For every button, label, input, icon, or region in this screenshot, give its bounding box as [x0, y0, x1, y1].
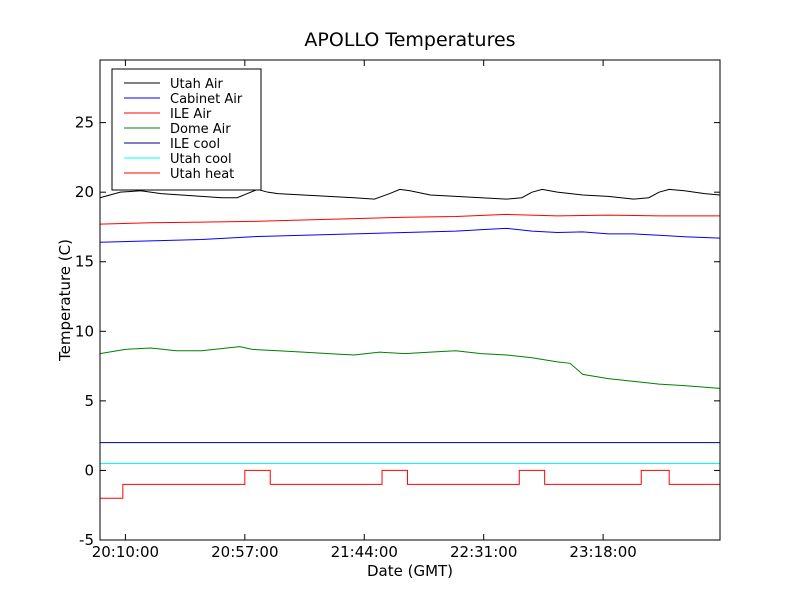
legend-label: Utah heat [170, 167, 234, 182]
plot-frame [99, 59, 721, 541]
y-tick-label: 25 [75, 114, 94, 132]
legend-label: Cabinet Air [170, 92, 243, 107]
y-tick-label: 20 [75, 183, 94, 201]
y-tick-label: 5 [84, 392, 94, 410]
y-tick-label: 15 [75, 253, 94, 271]
legend-label: ILE cool [170, 137, 220, 152]
series-line-utah-air [99, 188, 721, 200]
y-tick-label: 10 [75, 322, 94, 340]
series-line-utah-heat [100, 469, 720, 499]
chart-title: APOLLO Temperatures [304, 29, 515, 51]
series-layer [99, 188, 721, 499]
legend-label: Utah Air [170, 77, 223, 92]
x-tick-label: 20:10:00 [92, 543, 159, 561]
series-line-dome-air [99, 346, 721, 389]
legend-label: ILE Air [170, 107, 212, 122]
x-tick-label: 21:44:00 [331, 543, 398, 561]
x-tick-label: 22:31:00 [450, 543, 517, 561]
series-line-cabinet-air [99, 227, 721, 243]
y-tick-label: -5 [79, 531, 94, 549]
y-tick-label: 0 [84, 461, 94, 479]
legend-box [111, 68, 262, 191]
axes-layer: -5 0 5 10 15 20 25 20:10:00 20:57:00 21:44:00 22:3… [75, 59, 721, 561]
x-tick-label: 20:57:00 [211, 543, 278, 561]
series-line-ile-air [99, 213, 720, 225]
legend-label: Dome Air [170, 122, 231, 137]
x-axis-label: Date (GMT) [367, 562, 453, 580]
x-tick-label: 23:18:00 [569, 543, 636, 561]
legend-label: Utah cool [170, 152, 232, 167]
y-axis-label: Temperature (C) [56, 239, 74, 362]
